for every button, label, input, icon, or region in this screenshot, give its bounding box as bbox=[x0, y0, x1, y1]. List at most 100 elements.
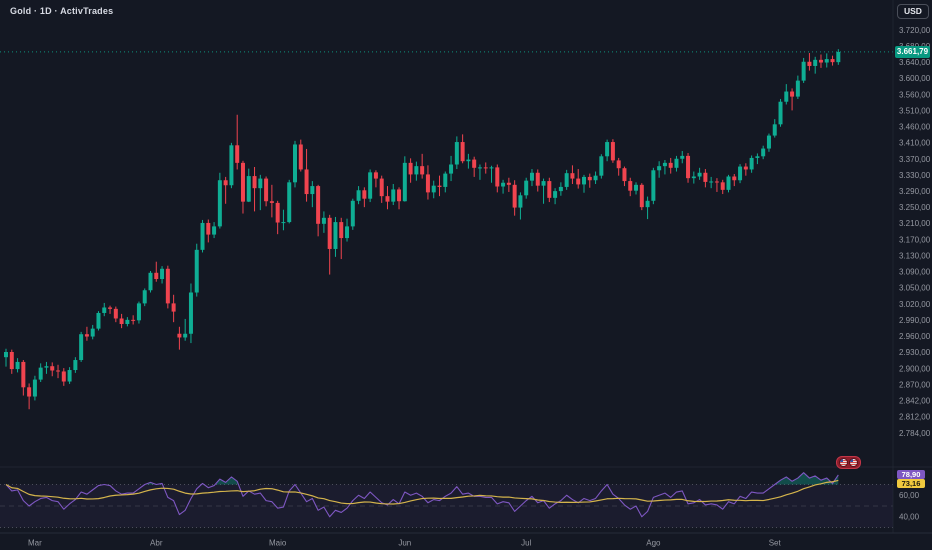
candle-body[interactable] bbox=[610, 142, 615, 161]
candle-body[interactable] bbox=[84, 334, 89, 337]
candle-body[interactable] bbox=[44, 366, 49, 368]
price-tick-label[interactable]: 3.460,00 bbox=[899, 123, 931, 132]
candle-body[interactable] bbox=[714, 181, 719, 183]
month-tick-label[interactable]: Abr bbox=[150, 539, 163, 548]
price-tick-label[interactable]: 3.290,00 bbox=[899, 187, 931, 196]
price-tick-label[interactable]: 2.784,00 bbox=[899, 429, 931, 438]
candle-body[interactable] bbox=[38, 367, 43, 380]
candle-body[interactable] bbox=[142, 290, 147, 304]
candle-body[interactable] bbox=[657, 166, 662, 171]
candle-body[interactable] bbox=[246, 176, 251, 202]
candle-body[interactable] bbox=[564, 173, 569, 187]
price-tick-label[interactable]: 3.170,00 bbox=[899, 235, 931, 244]
candle-body[interactable] bbox=[743, 166, 748, 170]
candle-body[interactable] bbox=[795, 80, 800, 97]
economic-events-badge[interactable] bbox=[836, 456, 861, 469]
candle-body[interactable] bbox=[4, 351, 8, 358]
candle-body[interactable] bbox=[73, 360, 78, 371]
candle-body[interactable] bbox=[570, 173, 575, 179]
candle-body[interactable] bbox=[547, 181, 552, 198]
candle-body[interactable] bbox=[206, 222, 211, 235]
candle-body[interactable] bbox=[801, 61, 806, 81]
candle-body[interactable] bbox=[807, 61, 812, 66]
candle-body[interactable] bbox=[460, 142, 465, 162]
candle-body[interactable] bbox=[316, 186, 321, 224]
candle-body[interactable] bbox=[391, 189, 396, 202]
candle-body[interactable] bbox=[362, 190, 367, 199]
candle-body[interactable] bbox=[784, 91, 789, 102]
candle-body[interactable] bbox=[385, 196, 390, 202]
month-tick-label[interactable]: Mar bbox=[28, 539, 42, 548]
candle-body[interactable] bbox=[813, 59, 818, 66]
candle-body[interactable] bbox=[483, 167, 488, 169]
candle-body[interactable] bbox=[223, 180, 228, 186]
candle-body[interactable] bbox=[414, 166, 419, 175]
candle-body[interactable] bbox=[252, 176, 257, 189]
price-tick-label[interactable]: 3.510,00 bbox=[899, 106, 931, 115]
candle-body[interactable] bbox=[691, 176, 696, 179]
candle-body[interactable] bbox=[96, 312, 101, 329]
candle-body[interactable] bbox=[761, 148, 766, 157]
candle-body[interactable] bbox=[350, 200, 355, 227]
candle-body[interactable] bbox=[113, 308, 118, 319]
candle-body[interactable] bbox=[408, 162, 413, 175]
candle-body[interactable] bbox=[512, 184, 517, 208]
candle-body[interactable] bbox=[454, 142, 459, 165]
candle-body[interactable] bbox=[437, 185, 442, 187]
candle-body[interactable] bbox=[102, 307, 107, 313]
candle-body[interactable] bbox=[749, 157, 754, 170]
candle-body[interactable] bbox=[680, 155, 685, 159]
candle-body[interactable] bbox=[778, 101, 783, 125]
candle-body[interactable] bbox=[553, 191, 558, 198]
candle-body[interactable] bbox=[90, 328, 95, 337]
candle-body[interactable] bbox=[15, 361, 20, 370]
candle-body[interactable] bbox=[639, 184, 644, 208]
price-tick-label[interactable]: 2.812,00 bbox=[899, 413, 931, 422]
candle-body[interactable] bbox=[229, 145, 234, 186]
price-tick-label[interactable]: 2.930,00 bbox=[899, 348, 931, 357]
candle-body[interactable] bbox=[275, 202, 280, 223]
candle-body[interactable] bbox=[830, 59, 835, 63]
candle-body[interactable] bbox=[304, 169, 309, 195]
candle-body[interactable] bbox=[160, 268, 165, 280]
candle-body[interactable] bbox=[628, 181, 633, 191]
price-tick-label[interactable]: 2.870,00 bbox=[899, 380, 931, 389]
candle-body[interactable] bbox=[495, 167, 500, 187]
rsi-tick-label[interactable]: 60,00 bbox=[899, 491, 920, 500]
price-tick-label[interactable]: 3.020,00 bbox=[899, 300, 931, 309]
candle-body[interactable] bbox=[697, 172, 702, 177]
candle-body[interactable] bbox=[587, 176, 592, 181]
candle-body[interactable] bbox=[772, 124, 777, 136]
candle-body[interactable] bbox=[824, 59, 829, 63]
candle-body[interactable] bbox=[27, 387, 32, 397]
price-tick-label[interactable]: 3.250,00 bbox=[899, 203, 931, 212]
candle-body[interactable] bbox=[165, 268, 170, 304]
price-tick-label[interactable]: 3.600,00 bbox=[899, 74, 931, 83]
candle-body[interactable] bbox=[726, 176, 731, 190]
candle-body[interactable] bbox=[373, 172, 378, 179]
candle-body[interactable] bbox=[171, 303, 176, 312]
candle-body[interactable] bbox=[738, 166, 743, 181]
price-tick-label[interactable]: 2.842,00 bbox=[899, 397, 931, 406]
candle-body[interactable] bbox=[674, 158, 679, 168]
candle-body[interactable] bbox=[50, 366, 55, 371]
candle-body[interactable] bbox=[529, 172, 534, 181]
candle-body[interactable] bbox=[616, 160, 621, 169]
candle-body[interactable] bbox=[298, 144, 303, 170]
candle-body[interactable] bbox=[125, 319, 130, 325]
candle-body[interactable] bbox=[345, 226, 350, 239]
candle-body[interactable] bbox=[183, 333, 188, 338]
candle-body[interactable] bbox=[21, 361, 26, 388]
month-tick-label[interactable]: Ago bbox=[646, 539, 661, 548]
candle-body[interactable] bbox=[240, 162, 245, 202]
candle-body[interactable] bbox=[703, 172, 708, 182]
candle-body[interactable] bbox=[119, 318, 124, 325]
candle-body[interactable] bbox=[235, 145, 240, 163]
candle-body[interactable] bbox=[264, 178, 269, 202]
candle-body[interactable] bbox=[108, 307, 113, 309]
candle-body[interactable] bbox=[541, 181, 546, 186]
candle-body[interactable] bbox=[651, 170, 656, 201]
candle-body[interactable] bbox=[449, 164, 454, 174]
candle-body[interactable] bbox=[136, 303, 141, 321]
